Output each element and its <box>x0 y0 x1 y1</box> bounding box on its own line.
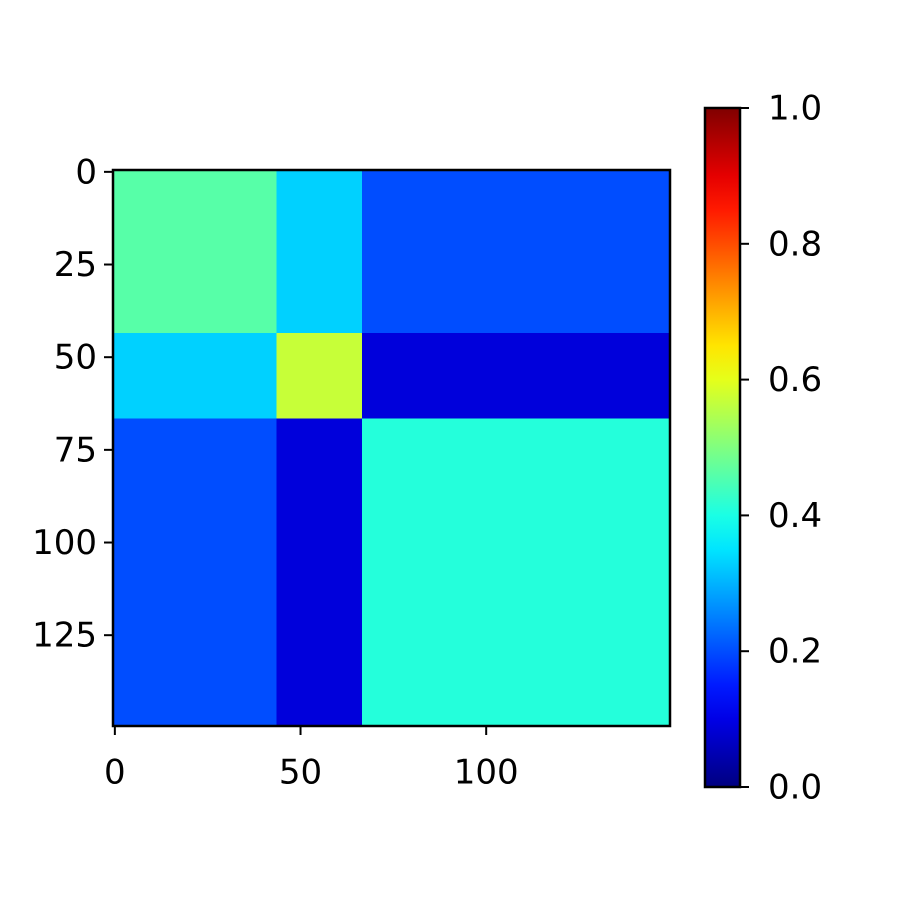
heatmap-cell <box>361 418 670 726</box>
colorbar-tick-label: 0.8 <box>768 224 822 264</box>
x-tick-label: 50 <box>279 753 322 793</box>
colorbar-tick-label: 1.0 <box>768 89 822 129</box>
colorbar-tick-label: 0.2 <box>768 632 822 672</box>
axes-frame <box>111 168 672 728</box>
colorbar <box>703 106 742 789</box>
heatmap-cell <box>276 418 362 726</box>
x-tick-label: 100 <box>454 753 519 793</box>
heatmap-cell <box>361 333 670 419</box>
y-tick-label: 100 <box>32 523 97 563</box>
y-tick-label: 25 <box>54 245 97 285</box>
heatmap-cell <box>113 333 277 419</box>
x-tick-label: 0 <box>104 753 126 793</box>
colorbar-tick-label: 0.4 <box>768 496 822 536</box>
heatmap-cell <box>113 170 277 334</box>
heatmap-cell <box>276 170 362 334</box>
heatmap-cell <box>113 418 277 726</box>
heatmap-cell <box>276 333 362 419</box>
colorbar-tick-label: 0.6 <box>768 360 822 400</box>
y-tick-label: 75 <box>54 430 97 470</box>
heatmap-cell <box>361 170 670 334</box>
y-tick-label: 50 <box>54 338 97 378</box>
y-tick-label: 125 <box>32 616 97 656</box>
colorbar-tick-label: 0.0 <box>768 768 822 808</box>
y-tick-label: 0 <box>75 152 97 192</box>
